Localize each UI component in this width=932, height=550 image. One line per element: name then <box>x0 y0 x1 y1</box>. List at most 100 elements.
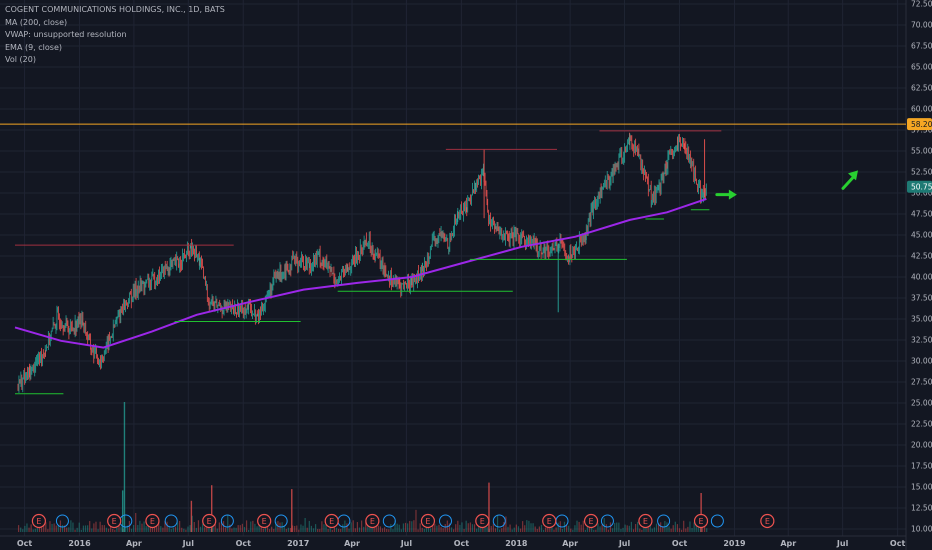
legend-vwap[interactable]: VWAP: unsupported resolution <box>5 30 127 39</box>
earnings-marker <box>365 513 380 529</box>
volume-spike <box>190 500 193 532</box>
price-tick-label: 52.50 <box>911 168 932 177</box>
volume-bar <box>233 527 235 532</box>
volume-bar <box>352 520 354 532</box>
volume-bar <box>565 525 568 532</box>
volume-bar <box>672 525 674 532</box>
price-tick-label: 45.00 <box>911 231 932 240</box>
volume-bar <box>517 526 520 532</box>
legend-vol[interactable]: Vol (20) <box>5 55 36 64</box>
volume-bar <box>693 522 695 532</box>
volume-bar <box>43 524 45 532</box>
volume-bar <box>568 525 570 532</box>
volume-bar <box>689 521 691 532</box>
volume-bar <box>47 529 49 532</box>
price-tick-label: 65.00 <box>911 63 932 72</box>
earnings-marker-label: E <box>112 517 117 526</box>
volume-bar <box>528 520 530 532</box>
volume-bar <box>110 523 112 532</box>
volume-bar <box>653 527 656 532</box>
volume-bar <box>551 523 553 532</box>
volume-bar <box>681 529 683 532</box>
volume-bar <box>538 526 540 532</box>
volume-bar <box>595 529 597 532</box>
dividend-marker <box>337 514 351 528</box>
volume-bar <box>463 529 465 532</box>
volume-bar <box>331 529 333 532</box>
volume-bar <box>176 522 179 532</box>
horizontal-line-badge <box>907 118 932 131</box>
volume-bar <box>187 526 189 532</box>
volume-bar <box>381 528 384 532</box>
volume-bar <box>312 528 315 532</box>
volume-bar <box>620 529 622 532</box>
volume-bar <box>628 525 630 532</box>
legend-ema[interactable]: EMA (9, close) <box>5 42 62 52</box>
volume-bar <box>482 524 484 532</box>
volume-bar <box>417 529 419 532</box>
volume-bar <box>193 521 195 532</box>
volume-bar <box>490 525 492 532</box>
volume-bar <box>578 521 580 532</box>
time-tick-label: Apr <box>562 539 578 548</box>
volume-bar <box>28 527 30 532</box>
volume-bar <box>243 526 246 532</box>
volume-bar <box>97 529 99 532</box>
earnings-marker-label: E <box>370 517 375 526</box>
dividend-marker <box>382 514 396 528</box>
volume-bar <box>601 524 603 532</box>
volume-bar <box>622 527 624 532</box>
volume-bar <box>248 529 250 532</box>
price-tick-label: 70.00 <box>911 21 932 30</box>
volume-bar <box>325 523 327 532</box>
volume-bar <box>70 520 72 532</box>
volume-bar <box>268 529 271 532</box>
volume-bar <box>36 528 39 532</box>
volume-bar <box>683 520 685 532</box>
volume-bar <box>271 526 273 532</box>
legend-ma[interactable]: MA (200, close) <box>5 17 68 27</box>
volume-bar <box>674 521 676 532</box>
volume-bar <box>434 523 436 532</box>
volume-bar <box>197 520 200 532</box>
volume-bar <box>51 523 53 532</box>
volume-bar <box>440 527 442 532</box>
volume-bar <box>555 527 557 532</box>
volume-spike <box>700 493 702 532</box>
volume-bar <box>57 525 59 532</box>
volume-bar <box>582 520 584 532</box>
volume-bar <box>448 523 451 532</box>
volume-bar <box>229 524 231 532</box>
volume-bar <box>199 526 202 532</box>
volume-bar <box>80 529 82 532</box>
price-tick-label: 62.50 <box>911 84 932 93</box>
dividend-marker <box>164 514 178 528</box>
volume-bar <box>76 527 78 532</box>
current-price-label: 50.75 <box>911 183 932 192</box>
time-tick-label: 2016 <box>68 539 91 548</box>
earnings-marker-label: E <box>262 517 267 526</box>
volume-bar <box>630 521 633 532</box>
volume-bar <box>74 529 76 532</box>
volume-bar <box>72 522 74 532</box>
time-tick-label: Oct <box>236 539 252 548</box>
earnings-marker-label: E <box>547 517 552 526</box>
time-tick-label: 2018 <box>505 539 528 548</box>
volume-bar <box>492 523 494 532</box>
arrow-right-head <box>728 189 737 200</box>
volume-bar <box>237 525 239 532</box>
volume-bar <box>524 525 526 532</box>
volume-bar <box>465 520 467 532</box>
price-tick-label: 35.00 <box>911 315 932 324</box>
earnings-marker <box>542 513 557 529</box>
volume-bar <box>225 527 227 532</box>
earnings-marker-label: E <box>425 517 430 526</box>
volume-bar <box>264 527 266 532</box>
volume-bar <box>64 525 66 532</box>
volume-bar <box>218 522 220 532</box>
volume-bar <box>185 529 187 532</box>
volume-bar <box>304 517 306 532</box>
volume-bar <box>632 529 635 532</box>
